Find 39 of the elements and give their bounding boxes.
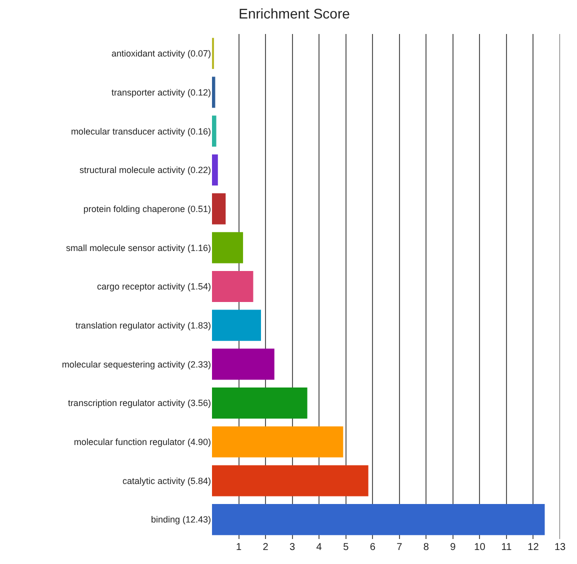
x-tick-label: 8 bbox=[423, 542, 430, 553]
bar bbox=[212, 270, 254, 302]
x-tick-label: 11 bbox=[501, 542, 512, 553]
chart-title: Enrichment Score bbox=[238, 5, 350, 22]
x-tick-label: 12 bbox=[528, 542, 540, 553]
y-tick-label: binding (12.43) bbox=[150, 514, 211, 525]
y-tick-label: molecular function regulator (4.90) bbox=[74, 437, 211, 448]
bar bbox=[212, 504, 545, 536]
x-tick-label: 2 bbox=[262, 542, 269, 553]
y-tick-label: translation regulator activity (1.83) bbox=[75, 320, 212, 330]
y-tick-label: cargo receptor activity (1.54) bbox=[96, 282, 212, 292]
x-tick-label: 1 bbox=[236, 542, 242, 553]
x-tick-label: 10 bbox=[474, 542, 486, 553]
x-tick-label: 3 bbox=[290, 542, 296, 553]
x-tick-label: 4 bbox=[316, 542, 322, 553]
bar bbox=[212, 232, 244, 264]
bar bbox=[212, 310, 261, 341]
bar bbox=[212, 193, 226, 224]
x-tick-label: 9 bbox=[450, 542, 456, 553]
y-tick-label: transcription regulator activity (3.56) bbox=[68, 398, 211, 408]
y-tick-label: structural molecule activity (0.22) bbox=[79, 165, 211, 176]
bar bbox=[212, 76, 216, 108]
bar bbox=[212, 116, 216, 147]
x-tick-label: 13 bbox=[554, 542, 566, 553]
x-tick-label: 6 bbox=[370, 542, 376, 553]
y-tick-label: molecular transducer activity (0.16) bbox=[70, 126, 211, 136]
x-tick-label: 5 bbox=[343, 542, 350, 553]
bar bbox=[212, 465, 368, 496]
y-tick-label: transporter activity (0.12) bbox=[111, 87, 211, 98]
bar bbox=[212, 348, 274, 380]
y-tick-label: protein folding chaperone (0.51) bbox=[83, 204, 211, 214]
bar bbox=[212, 426, 344, 458]
bar bbox=[212, 388, 308, 419]
bar bbox=[212, 154, 218, 186]
y-tick-label: catalytic activity (5.84) bbox=[122, 476, 211, 486]
y-tick-label: small molecule sensor activity (1.16) bbox=[66, 242, 211, 253]
x-tick-label: 7 bbox=[396, 542, 403, 553]
y-tick-label: antioxidant activity (0.07) bbox=[111, 48, 211, 59]
y-tick-label: molecular sequestering activity (2.33) bbox=[62, 359, 211, 370]
